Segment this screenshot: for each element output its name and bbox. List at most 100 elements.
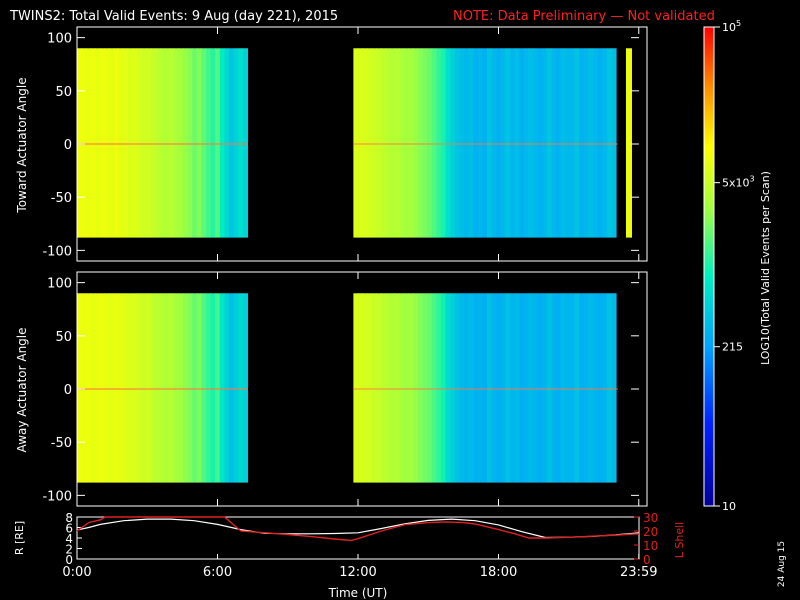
- toward-time-band: [353, 48, 359, 238]
- toward-time-band: [123, 48, 129, 238]
- away-time-band: [113, 293, 120, 483]
- toward-time-band: [187, 48, 193, 238]
- time-tick-label: 6:00: [203, 565, 232, 580]
- toward-time-band: [238, 48, 244, 238]
- away-time-band: [523, 293, 530, 483]
- away-time-band: [445, 293, 451, 483]
- toward-ytick-label: 50: [55, 85, 72, 100]
- toward-time-band: [463, 48, 470, 238]
- toward-time-band: [500, 48, 507, 238]
- toward-time-band: [496, 48, 502, 238]
- away-ytick-label: 0: [64, 383, 72, 398]
- away-time-band: [381, 293, 387, 483]
- time-tick-label: 12:00: [339, 565, 376, 580]
- away-time-band: [500, 293, 507, 483]
- away-time-band: [164, 293, 170, 483]
- toward-time-band: [136, 48, 143, 238]
- away-time-band: [150, 293, 156, 483]
- toward-time-band: [583, 48, 589, 238]
- toward-time-band: [155, 48, 161, 238]
- away-time-band: [436, 293, 442, 483]
- away-time-band: [588, 293, 594, 483]
- preliminary-note: NOTE: Data Preliminary — Not validated: [453, 9, 715, 24]
- toward-time-band: [440, 48, 447, 238]
- toward-time-band: [537, 48, 543, 238]
- toward-time-band: [146, 48, 152, 238]
- toward-time-band: [404, 48, 410, 238]
- toward-time-band: [233, 48, 239, 238]
- toward-ylabel: Toward Actuator Angle: [15, 77, 29, 213]
- toward-time-band: [178, 48, 184, 238]
- away-time-band: [353, 293, 359, 483]
- r-tick-label: 0: [65, 553, 73, 567]
- away-time-band: [219, 293, 226, 483]
- away-time-band: [597, 293, 603, 483]
- toward-time-band: [422, 48, 428, 238]
- toward-time-band: [86, 48, 92, 238]
- toward-time-band: [482, 48, 488, 238]
- time-tick-label: 18:00: [480, 565, 517, 580]
- away-time-band: [201, 293, 207, 483]
- toward-time-band: [81, 48, 87, 238]
- away-time-band: [454, 293, 460, 483]
- away-time-band: [118, 293, 124, 483]
- toward-time-band: [445, 48, 451, 238]
- time-tick-label: 0:00: [62, 565, 91, 580]
- away-time-band: [81, 293, 87, 483]
- away-time-band: [238, 293, 244, 483]
- away-time-band: [542, 293, 548, 483]
- away-ytick-label: -50: [51, 436, 72, 451]
- toward-time-band: [491, 48, 497, 238]
- away-time-band: [427, 293, 433, 483]
- toward-time-band: [358, 48, 364, 238]
- away-time-band: [546, 293, 553, 483]
- away-time-band: [173, 293, 179, 483]
- lshell-tick-label: 0: [643, 553, 651, 567]
- toward-time-band: [468, 48, 474, 238]
- toward-time-band: [454, 48, 460, 238]
- toward-time-band: [436, 48, 442, 238]
- away-time-band: [528, 293, 534, 483]
- away-time-band: [556, 293, 562, 483]
- away-time-band: [123, 293, 129, 483]
- lshell-tick-label: 10: [643, 539, 658, 553]
- away-time-band: [196, 293, 202, 483]
- away-time-band: [592, 293, 599, 483]
- away-time-band: [473, 293, 479, 483]
- away-ylabel: Away Actuator Angle: [15, 327, 29, 452]
- away-time-band: [104, 293, 110, 483]
- toward-ytick-label: -50: [51, 191, 72, 206]
- colorbar-gradient: [703, 26, 715, 507]
- toward-time-band: [367, 48, 373, 238]
- toward-time-band: [77, 48, 83, 238]
- away-time-band: [477, 293, 483, 483]
- away-time-band: [496, 293, 502, 483]
- away-time-band: [404, 293, 410, 483]
- away-time-band: [376, 293, 382, 483]
- away-time-band: [537, 293, 543, 483]
- away-time-band: [602, 293, 608, 483]
- toward-time-band: [95, 48, 101, 238]
- toward-time-band: [528, 48, 534, 238]
- away-panel: 100 50 0 -50 -100 Away Actuator Angle: [15, 271, 648, 507]
- away-time-band: [86, 293, 92, 483]
- colorbar-label: LOG10(Total Valid Events per Scan): [759, 171, 772, 365]
- away-time-band: [159, 293, 166, 483]
- colorbar-tick-label: 215: [722, 341, 743, 354]
- toward-ytick-label: 100: [47, 32, 72, 47]
- away-time-band: [583, 293, 589, 483]
- toward-time-band: [408, 48, 414, 238]
- away-time-band: [362, 293, 368, 483]
- toward-time-band: [450, 48, 456, 238]
- away-time-band: [169, 293, 175, 483]
- away-time-band: [440, 293, 447, 483]
- away-time-band: [579, 293, 585, 483]
- toward-time-band: [229, 48, 235, 238]
- colorbar-tick-label: 105: [722, 19, 741, 34]
- toward-time-band: [565, 48, 571, 238]
- toward-time-band: [546, 48, 553, 238]
- away-time-band: [399, 293, 405, 483]
- toward-ytick-label: 0: [64, 138, 72, 153]
